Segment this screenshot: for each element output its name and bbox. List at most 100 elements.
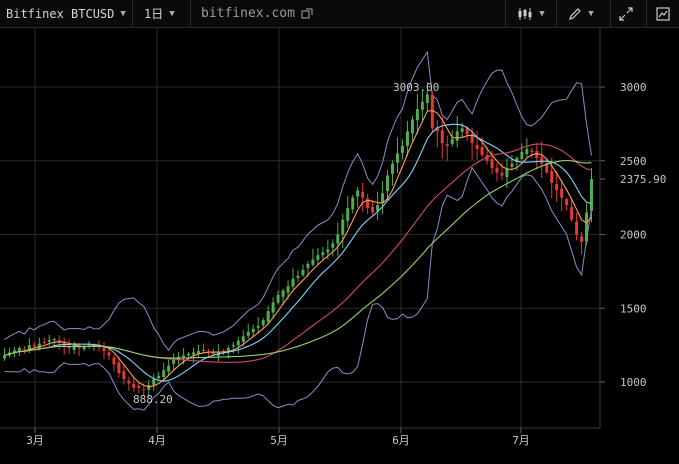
candle-body xyxy=(381,193,384,203)
interval-selector[interactable]: 1日 ▼ xyxy=(144,0,175,27)
candle-body xyxy=(540,157,543,164)
chart-type-button[interactable]: ▼ xyxy=(514,0,548,27)
time-axis: 3月 4月 5月 6月 7月 xyxy=(0,428,600,447)
candle-body xyxy=(287,286,290,292)
candle-body xyxy=(565,199,568,205)
interval-label: 1日 xyxy=(144,5,163,22)
candle-body xyxy=(590,179,593,211)
candle-body xyxy=(122,371,125,379)
candle-body xyxy=(585,212,588,241)
last-price-label: 2375.90 xyxy=(620,173,666,186)
candle-body xyxy=(112,357,115,364)
candle-body xyxy=(117,362,120,373)
candle-body xyxy=(495,168,498,173)
candle-body xyxy=(336,235,339,244)
candle-body xyxy=(525,149,528,154)
candle-body xyxy=(3,355,6,358)
candle-body xyxy=(346,208,349,221)
symbol-selector[interactable]: Bitfinex BTCUSD ▼ xyxy=(6,0,126,27)
y-tick-label: 2500 xyxy=(620,155,647,168)
snapshot-button[interactable] xyxy=(648,0,678,27)
candle-body xyxy=(326,249,329,252)
toolbar-divider xyxy=(610,0,611,27)
candle-body xyxy=(262,320,265,325)
candle-body xyxy=(476,145,479,149)
candle-body xyxy=(520,152,523,159)
candle-body xyxy=(137,386,140,388)
candle-body xyxy=(331,243,334,247)
toolbar-divider xyxy=(646,0,647,27)
x-tick-label: 7月 xyxy=(512,434,530,447)
candle-body xyxy=(396,153,399,162)
candle-body xyxy=(550,171,553,183)
candle-body xyxy=(202,350,205,351)
x-tick-label: 4月 xyxy=(148,434,166,447)
candle-body xyxy=(237,341,240,346)
candle-body xyxy=(411,119,414,133)
price-chart[interactable]: 1000 1500 2000 2500 3000 2375.90 3月 4月 5月 6月 7月 3… xyxy=(0,28,679,464)
ma-fast-line xyxy=(5,111,592,387)
candle-body xyxy=(212,352,215,354)
plot-area xyxy=(3,52,593,410)
candle-body xyxy=(257,326,260,328)
candle-body xyxy=(391,164,394,174)
candle-body xyxy=(421,102,424,110)
x-tick-label: 5月 xyxy=(270,434,288,447)
candle-body xyxy=(555,184,558,190)
toolbar-divider xyxy=(505,0,506,27)
candle-body xyxy=(147,385,150,390)
expand-icon xyxy=(619,7,633,21)
candle-body xyxy=(301,270,304,275)
symbol-label: Bitfinex BTCUSD xyxy=(6,7,114,21)
site-link[interactable]: bitfinex.com xyxy=(201,0,313,27)
y-tick-label: 2000 xyxy=(620,229,647,242)
candle-body xyxy=(247,332,250,336)
candle-body xyxy=(386,176,389,192)
candle-body xyxy=(152,379,155,385)
candle-body xyxy=(132,384,135,388)
candle-body xyxy=(267,311,270,321)
x-tick-label: 3月 xyxy=(26,434,44,447)
candle-body xyxy=(172,360,175,364)
candle-body xyxy=(311,260,314,265)
candle-body xyxy=(341,220,344,235)
candle-body xyxy=(282,291,285,297)
candle-body xyxy=(33,345,36,347)
x-tick-label: 6月 xyxy=(392,434,410,447)
high-price-label: 3003.00 xyxy=(393,81,439,94)
candle-body xyxy=(48,340,51,342)
fullscreen-button[interactable] xyxy=(612,0,640,27)
candle-body xyxy=(406,131,409,146)
candle-body xyxy=(102,347,105,351)
candle-body xyxy=(570,207,573,220)
candle-body xyxy=(371,207,374,213)
drawing-tools-button[interactable]: ▼ xyxy=(564,0,598,27)
price-axis: 1000 1500 2000 2500 3000 2375.90 xyxy=(600,28,666,428)
toolbar-divider xyxy=(556,0,557,27)
candle-body xyxy=(252,329,255,332)
candle-body xyxy=(461,128,464,132)
upper-band-line xyxy=(5,52,592,350)
ma-mid-line xyxy=(5,124,592,381)
candle-body xyxy=(446,144,449,146)
candle-body xyxy=(242,336,245,342)
candle-body xyxy=(560,189,563,198)
pencil-icon xyxy=(568,7,582,21)
candles-icon xyxy=(517,7,533,21)
candle-body xyxy=(162,370,165,377)
candle-body xyxy=(356,190,359,196)
candle-body xyxy=(456,131,459,141)
candle-body xyxy=(361,192,364,198)
candle-body xyxy=(306,264,309,268)
site-label: bitfinex.com xyxy=(201,6,295,21)
candle-body xyxy=(53,339,56,340)
candle-body xyxy=(510,164,513,167)
candle-body xyxy=(530,150,533,151)
candle-body xyxy=(272,302,275,312)
candle-body xyxy=(580,237,583,242)
chevron-down-icon: ▼ xyxy=(169,9,174,19)
candle-body xyxy=(107,352,110,355)
chevron-down-icon: ▼ xyxy=(539,9,544,19)
y-tick-label: 3000 xyxy=(620,81,647,94)
lower-band-line xyxy=(5,168,592,410)
